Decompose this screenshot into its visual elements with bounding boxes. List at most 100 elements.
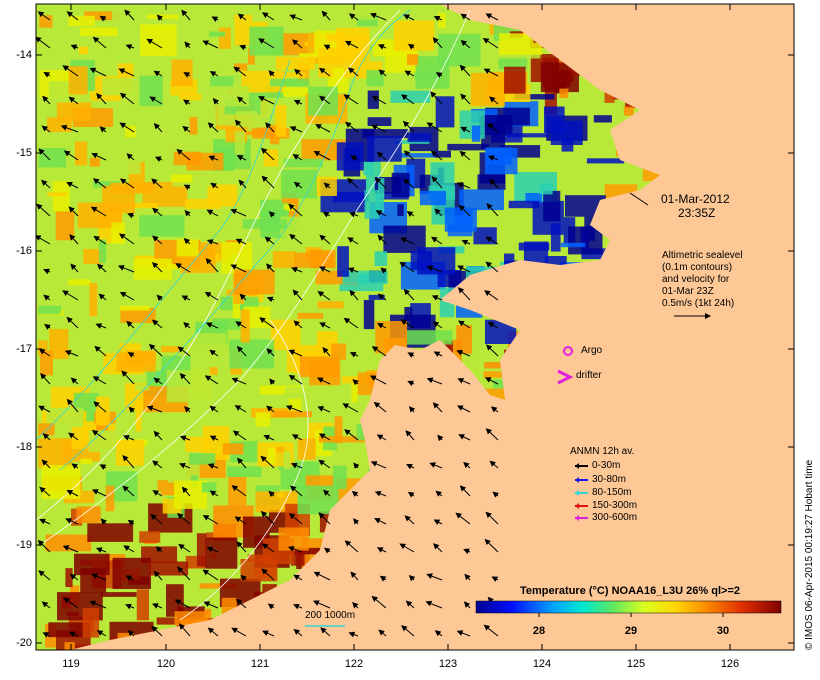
velocity-arrow bbox=[152, 603, 163, 609]
velocity-arrow bbox=[37, 11, 51, 21]
velocity-arrow bbox=[69, 234, 79, 245]
velocity-arrow bbox=[41, 179, 51, 189]
velocity-arrow bbox=[151, 625, 163, 637]
velocity-arrow bbox=[127, 630, 135, 637]
sst-patch bbox=[561, 138, 574, 152]
velocity-arrow bbox=[484, 377, 499, 385]
sst-patch bbox=[419, 190, 446, 206]
anmn-item: 150-300m bbox=[592, 500, 638, 511]
sst-patch bbox=[550, 223, 561, 252]
sst-patch bbox=[205, 537, 238, 569]
velocity-arrow bbox=[68, 631, 79, 638]
velocity-arrow bbox=[293, 320, 303, 329]
sst-patch bbox=[89, 157, 100, 167]
velocity-arrow bbox=[487, 155, 499, 161]
velocity-arrow bbox=[323, 44, 331, 51]
velocity-arrow bbox=[153, 430, 163, 441]
velocity-arrow bbox=[204, 375, 219, 385]
sst-patch bbox=[156, 617, 185, 625]
sst-patch bbox=[80, 458, 92, 465]
velocity-arrow bbox=[262, 630, 275, 637]
velocity-arrow bbox=[121, 370, 135, 385]
y-tick: -18 bbox=[16, 441, 32, 453]
sst-patch bbox=[401, 153, 438, 158]
velocity-arrow bbox=[456, 630, 471, 637]
velocity-arrow bbox=[150, 513, 163, 525]
sst-patch bbox=[586, 158, 625, 164]
velocity-arrow bbox=[292, 289, 303, 301]
velocity-arrow bbox=[318, 459, 331, 469]
sst-patch bbox=[276, 446, 285, 453]
sst-patch bbox=[275, 105, 287, 137]
sst-patch bbox=[89, 283, 98, 317]
sst-patch bbox=[504, 66, 526, 94]
velocity-arrow bbox=[206, 239, 219, 245]
velocity-arrow bbox=[433, 351, 443, 357]
velocity-arrow bbox=[179, 462, 191, 469]
velocity-arrow bbox=[345, 121, 359, 133]
velocity-arrow bbox=[118, 68, 135, 77]
velocity-arrow bbox=[36, 203, 51, 217]
velocity-arrow bbox=[485, 236, 499, 245]
sst-patch bbox=[273, 411, 312, 418]
sst-patch bbox=[65, 568, 73, 588]
velocity-arrow bbox=[151, 178, 163, 189]
sst-patch bbox=[248, 47, 255, 65]
sst-patch bbox=[236, 111, 258, 132]
sst-patch bbox=[290, 549, 305, 566]
velocity-arrow bbox=[209, 490, 219, 497]
sst-patch bbox=[167, 264, 183, 270]
velocity-arrow bbox=[294, 68, 303, 77]
colorbar-tick: 29 bbox=[624, 625, 638, 637]
sst-patch bbox=[539, 183, 553, 195]
velocity-arrow bbox=[432, 321, 443, 329]
sst-patch bbox=[374, 251, 388, 266]
velocity-arrow bbox=[490, 406, 499, 413]
sst-patch bbox=[201, 482, 217, 493]
velocity-arrow bbox=[317, 377, 331, 385]
velocity-arrow bbox=[39, 518, 51, 525]
sst-patch bbox=[92, 181, 120, 188]
velocity-arrow bbox=[458, 204, 471, 217]
velocity-arrow bbox=[407, 352, 415, 358]
velocity-arrow bbox=[122, 485, 135, 497]
sst-patch bbox=[272, 251, 296, 268]
velocity-arrow bbox=[456, 349, 471, 357]
sst-patch bbox=[414, 72, 442, 80]
sst-patch bbox=[434, 150, 451, 158]
depth-scale-label: 200 1000m bbox=[305, 610, 356, 621]
velocity-arrow bbox=[313, 151, 331, 161]
sst-patch bbox=[363, 300, 375, 330]
sst-patch bbox=[282, 87, 325, 97]
velocity-arrow bbox=[371, 346, 387, 357]
velocity-arrow bbox=[236, 155, 247, 161]
velocity-arrow bbox=[288, 513, 303, 525]
sst-patch bbox=[276, 492, 284, 498]
sst-patch bbox=[297, 312, 324, 319]
velocity-arrow bbox=[403, 14, 415, 21]
velocity-arrow bbox=[236, 96, 247, 105]
velocity-arrow bbox=[343, 317, 359, 329]
velocity-arrow bbox=[235, 238, 247, 245]
velocity-arrow bbox=[91, 573, 107, 581]
velocity-arrow bbox=[36, 36, 51, 49]
velocity-arrow bbox=[288, 349, 303, 357]
velocity-arrow bbox=[122, 454, 135, 469]
sst-patch bbox=[100, 592, 137, 597]
colorbar-title: Temperature (°C) NOAA16_L3U 26% ql>=2 bbox=[520, 585, 740, 597]
sst-patch bbox=[105, 485, 115, 512]
velocity-arrows bbox=[36, 9, 499, 638]
anmn-legend-arrowhead bbox=[575, 477, 579, 483]
velocity-arrow bbox=[123, 435, 135, 441]
velocity-arrow bbox=[266, 296, 275, 303]
velocity-arrow bbox=[426, 573, 443, 581]
velocity-arrow bbox=[349, 211, 359, 218]
velocity-arrow bbox=[403, 288, 415, 301]
sst-patch bbox=[234, 269, 275, 295]
velocity-arrow bbox=[349, 352, 359, 358]
velocity-arrow bbox=[209, 71, 219, 77]
velocity-arrow bbox=[63, 150, 79, 161]
velocity-arrow bbox=[408, 575, 416, 582]
velocity-arrow bbox=[118, 233, 135, 245]
sst-patch bbox=[483, 371, 516, 378]
